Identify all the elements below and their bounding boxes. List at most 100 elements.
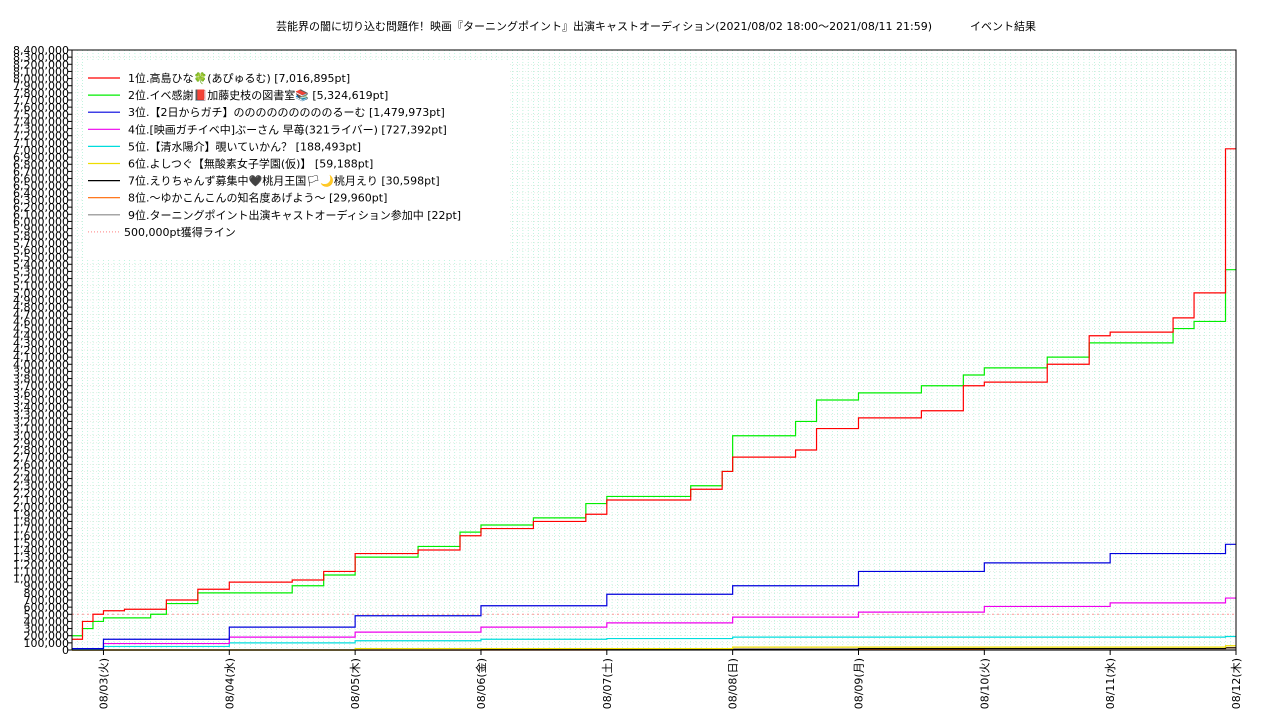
- y-tick-label: 300,000: [24, 623, 70, 636]
- y-tick-label: 3,500,000: [13, 394, 69, 407]
- y-tick-label: 1,500,000: [13, 537, 69, 550]
- x-tick-label: 08/03(火): [97, 658, 110, 709]
- y-tick-label: 3,400,000: [13, 401, 69, 414]
- y-tick-label: 4,900,000: [13, 294, 69, 307]
- series-line: [72, 148, 1236, 640]
- chart-subtitle: イベント結果: [970, 19, 1036, 33]
- y-tick-label: 900,000: [24, 580, 70, 593]
- y-tick-label: 200,000: [24, 630, 70, 643]
- y-tick-label: 700,000: [24, 594, 70, 607]
- y-tick-label: 4,400,000: [13, 330, 69, 343]
- y-tick-label: 1,000,000: [13, 573, 69, 586]
- y-tick-label: 6,500,000: [13, 180, 69, 193]
- y-tick-label: 5,900,000: [13, 223, 69, 236]
- y-tick-label: 500,000: [24, 608, 70, 621]
- y-tick-label: 2,800,000: [13, 444, 69, 457]
- series-line: [72, 543, 1236, 650]
- y-tick-label: 4,700,000: [13, 308, 69, 321]
- y-tick-label: 4,500,000: [13, 323, 69, 336]
- y-tick-label: 2,100,000: [13, 494, 69, 507]
- y-tick-label: 1,600,000: [13, 530, 69, 543]
- x-tick-label: 08/06(金): [474, 658, 488, 709]
- y-tick-label: 5,400,000: [13, 258, 69, 271]
- y-tick-label: 2,300,000: [13, 480, 69, 493]
- y-tick-label: 8,400,000: [13, 44, 69, 57]
- x-tick-label: 08/07(土): [601, 658, 614, 709]
- x-tick-label: 08/11(水): [1104, 658, 1117, 709]
- x-tick-label: 08/12(木): [1230, 658, 1243, 709]
- y-tick-label: 5,500,000: [13, 251, 69, 264]
- y-tick-label: 6,900,000: [13, 151, 69, 164]
- y-tick-label: 5,200,000: [13, 273, 69, 286]
- y-tick-label: 7,500,000: [13, 108, 69, 121]
- y-tick-label: 4,800,000: [13, 301, 69, 314]
- y-tick-label: 800,000: [24, 587, 70, 600]
- y-tick-label: 7,200,000: [13, 130, 69, 143]
- y-tick-label: 5,800,000: [13, 230, 69, 243]
- y-tick-label: 3,100,000: [13, 423, 69, 436]
- legend-label: 500,000pt獲得ライン: [124, 226, 236, 239]
- y-tick-label: 8,100,000: [13, 65, 69, 78]
- y-tick-label: 2,400,000: [13, 473, 69, 486]
- legend-label: 3位.【2日からガチ】のののののののののるーむ [1,479,973pt]: [128, 105, 445, 119]
- legend-label: 8位.〜ゆかこんこんの知名度あげよう〜 [29,960pt]: [128, 191, 387, 205]
- y-tick-label: 6,200,000: [13, 201, 69, 214]
- y-tick-label: 6,800,000: [13, 158, 69, 171]
- y-tick-label: 3,900,000: [13, 365, 69, 378]
- y-tick-label: 1,300,000: [13, 551, 69, 564]
- y-tick-label: 8,300,000: [13, 51, 69, 64]
- legend: 1位.高島ひな🍀(あぴゅるむ) [7,016,895pt] 2位.イベ感謝📕加藤史…: [84, 62, 508, 260]
- y-tick-label: 7,400,000: [13, 115, 69, 128]
- y-tick-label: 7,000,000: [13, 144, 69, 157]
- y-tick-label: 2,700,000: [13, 451, 69, 464]
- y-tick-label: 600,000: [24, 601, 70, 614]
- y-tick-label: 1,100,000: [13, 565, 69, 578]
- y-tick-label: 1,700,000: [13, 523, 69, 536]
- y-tick-label: 7,800,000: [13, 87, 69, 100]
- y-tick-label: 3,000,000: [13, 430, 69, 443]
- y-tick-label: 6,400,000: [13, 187, 69, 200]
- legend-label: 5位.【清水陽介】覗いていかん？ [188,493pt]: [128, 139, 361, 153]
- legend-label: 7位.えりちゃんず募集中🖤桃月王国🏳🌙桃月えり [30,598pt]: [128, 174, 440, 188]
- y-tick-label: 6,000,000: [13, 215, 69, 228]
- y-tick-label: 3,200,000: [13, 415, 69, 428]
- x-tick-label: 08/09(月): [852, 658, 865, 709]
- x-tick-label: 08/05(木): [349, 658, 362, 709]
- y-tick-label: 2,500,000: [13, 465, 69, 478]
- legend-label: 4位.[映画ガチイベ中]ぶーさん 早苺(321ライバー) [727,392pt]: [128, 122, 447, 136]
- y-tick-label: 400,000: [24, 615, 70, 628]
- y-tick-label: 7,100,000: [13, 137, 69, 150]
- y-tick-label: 7,600,000: [13, 101, 69, 114]
- y-tick-label: 4,600,000: [13, 315, 69, 328]
- y-tick-label: 1,900,000: [13, 508, 69, 521]
- legend-label: 1位.高島ひな🍀(あぴゅるむ) [7,016,895pt]: [128, 71, 350, 85]
- y-tick-label: 4,200,000: [13, 344, 69, 357]
- y-tick-label: 1,400,000: [13, 544, 69, 557]
- legend-background: [84, 62, 508, 260]
- y-axis: 0100,000200,000300,000400,000500,000600,…: [13, 44, 72, 657]
- y-tick-label: 3,300,000: [13, 408, 69, 421]
- y-tick-label: 7,900,000: [13, 80, 69, 93]
- y-tick-label: 7,700,000: [13, 94, 69, 107]
- legend-label: 6位.よしつぐ【無酸素女子学園(仮)】 [59,188pt]: [128, 157, 373, 171]
- y-tick-label: 6,300,000: [13, 194, 69, 207]
- x-tick-label: 08/10(火): [978, 658, 991, 709]
- chart-title: 芸能界の闇に切り込む問題作！映画『ターニングポイント』出演キャストオーディション…: [276, 19, 932, 33]
- y-tick-label: 5,100,000: [13, 280, 69, 293]
- y-tick-label: 3,700,000: [13, 380, 69, 393]
- series-line: [72, 597, 1236, 650]
- y-tick-label: 6,100,000: [13, 208, 69, 221]
- legend-label: 2位.イベ感謝📕加藤史枝の図書室📚 [5,324,619pt]: [128, 88, 388, 102]
- y-tick-label: 2,000,000: [13, 501, 69, 514]
- y-tick-label: 4,000,000: [13, 358, 69, 371]
- y-tick-label: 2,900,000: [13, 437, 69, 450]
- y-tick-label: 4,100,000: [13, 351, 69, 364]
- y-tick-label: 6,700,000: [13, 165, 69, 178]
- y-tick-label: 5,300,000: [13, 265, 69, 278]
- y-tick-label: 8,000,000: [13, 73, 69, 86]
- y-tick-label: 5,600,000: [13, 244, 69, 257]
- y-tick-label: 2,200,000: [13, 487, 69, 500]
- x-tick-label: 08/08(日): [727, 658, 740, 709]
- y-tick-label: 3,800,000: [13, 373, 69, 386]
